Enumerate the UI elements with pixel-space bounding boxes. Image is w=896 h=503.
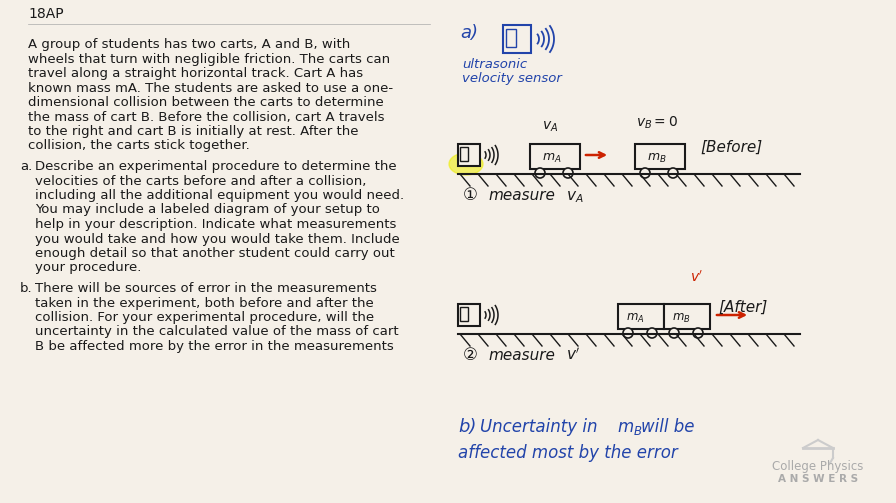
Text: you would take and how you would take them. Include: you would take and how you would take th… — [35, 232, 400, 245]
Text: your procedure.: your procedure. — [35, 262, 142, 275]
FancyBboxPatch shape — [664, 304, 710, 329]
Text: wheels that turn with negligible friction. The carts can: wheels that turn with negligible frictio… — [28, 52, 390, 65]
Text: ultrasonic: ultrasonic — [462, 58, 527, 71]
Text: A group of students has two carts, A and B, with: A group of students has two carts, A and… — [28, 38, 350, 51]
FancyBboxPatch shape — [458, 144, 480, 166]
Circle shape — [668, 168, 678, 178]
Text: velocity sensor: velocity sensor — [462, 72, 562, 85]
FancyBboxPatch shape — [618, 304, 664, 329]
Text: the mass of cart B. Before the collision, cart A travels: the mass of cart B. Before the collision… — [28, 111, 384, 124]
Text: $v_B=0$: $v_B=0$ — [636, 115, 678, 131]
Text: a.: a. — [20, 160, 32, 173]
FancyBboxPatch shape — [460, 147, 468, 161]
Text: uncertainty in the calculated value of the mass of cart: uncertainty in the calculated value of t… — [35, 325, 399, 339]
Text: enough detail so that another student could carry out: enough detail so that another student co… — [35, 247, 395, 260]
Text: $m_B$: $m_B$ — [647, 152, 667, 165]
Text: B be affected more by the error in the measurements: B be affected more by the error in the m… — [35, 340, 393, 353]
FancyBboxPatch shape — [506, 29, 516, 47]
Text: to the right and cart B is initially at rest. After the: to the right and cart B is initially at … — [28, 125, 358, 138]
Circle shape — [563, 168, 573, 178]
Text: collision. For your experimental procedure, will the: collision. For your experimental procedu… — [35, 311, 375, 324]
Text: A N S W E R S: A N S W E R S — [778, 474, 858, 484]
FancyBboxPatch shape — [458, 304, 480, 326]
Circle shape — [647, 328, 657, 338]
FancyBboxPatch shape — [635, 144, 685, 169]
Circle shape — [693, 328, 703, 338]
Text: travel along a straight horizontal track. Cart A has: travel along a straight horizontal track… — [28, 67, 363, 80]
FancyBboxPatch shape — [460, 307, 468, 321]
Text: measure: measure — [488, 348, 555, 363]
Text: $m_A$: $m_A$ — [626, 312, 644, 325]
Text: including all the additional equipment you would need.: including all the additional equipment y… — [35, 189, 404, 202]
Text: ②: ② — [463, 346, 478, 364]
Text: $m_B$: $m_B$ — [672, 312, 691, 325]
Text: College Physics: College Physics — [772, 460, 864, 473]
Text: b): b) — [458, 418, 477, 436]
Text: [After]: [After] — [718, 300, 767, 315]
Text: $v'$: $v'$ — [690, 270, 703, 285]
Text: ①: ① — [463, 186, 478, 204]
Text: velocities of the carts before and after a collision,: velocities of the carts before and after… — [35, 175, 366, 188]
Ellipse shape — [449, 153, 483, 175]
Text: $v_A$: $v_A$ — [542, 120, 558, 134]
FancyBboxPatch shape — [503, 25, 531, 53]
Text: Describe an experimental procedure to determine the: Describe an experimental procedure to de… — [35, 160, 397, 173]
Circle shape — [623, 328, 633, 338]
Circle shape — [535, 168, 545, 178]
Text: $m_B$: $m_B$ — [617, 419, 642, 437]
Circle shape — [640, 168, 650, 178]
Text: There will be sources of error in the measurements: There will be sources of error in the me… — [35, 282, 377, 295]
Text: Uncertainty in: Uncertainty in — [480, 418, 598, 436]
Text: collision, the carts stick together.: collision, the carts stick together. — [28, 139, 250, 152]
Text: [Before]: [Before] — [700, 140, 762, 155]
Text: dimensional collision between the carts to determine: dimensional collision between the carts … — [28, 96, 383, 109]
Text: 18AP: 18AP — [28, 7, 64, 21]
Text: affected most by the error: affected most by the error — [458, 444, 677, 462]
Text: a): a) — [460, 24, 478, 42]
Text: will be: will be — [641, 418, 694, 436]
FancyBboxPatch shape — [530, 144, 580, 169]
Text: $m_A$: $m_A$ — [542, 152, 562, 165]
Text: known mass mA. The students are asked to use a one-: known mass mA. The students are asked to… — [28, 81, 393, 95]
Text: measure: measure — [488, 188, 555, 203]
Text: help in your description. Indicate what measurements: help in your description. Indicate what … — [35, 218, 396, 231]
Text: $v'$: $v'$ — [566, 347, 581, 363]
Text: b.: b. — [20, 282, 32, 295]
Text: You may include a labeled diagram of your setup to: You may include a labeled diagram of you… — [35, 204, 380, 216]
Text: taken in the experiment, both before and after the: taken in the experiment, both before and… — [35, 296, 374, 309]
Circle shape — [669, 328, 679, 338]
Text: $v_A$: $v_A$ — [566, 189, 583, 205]
